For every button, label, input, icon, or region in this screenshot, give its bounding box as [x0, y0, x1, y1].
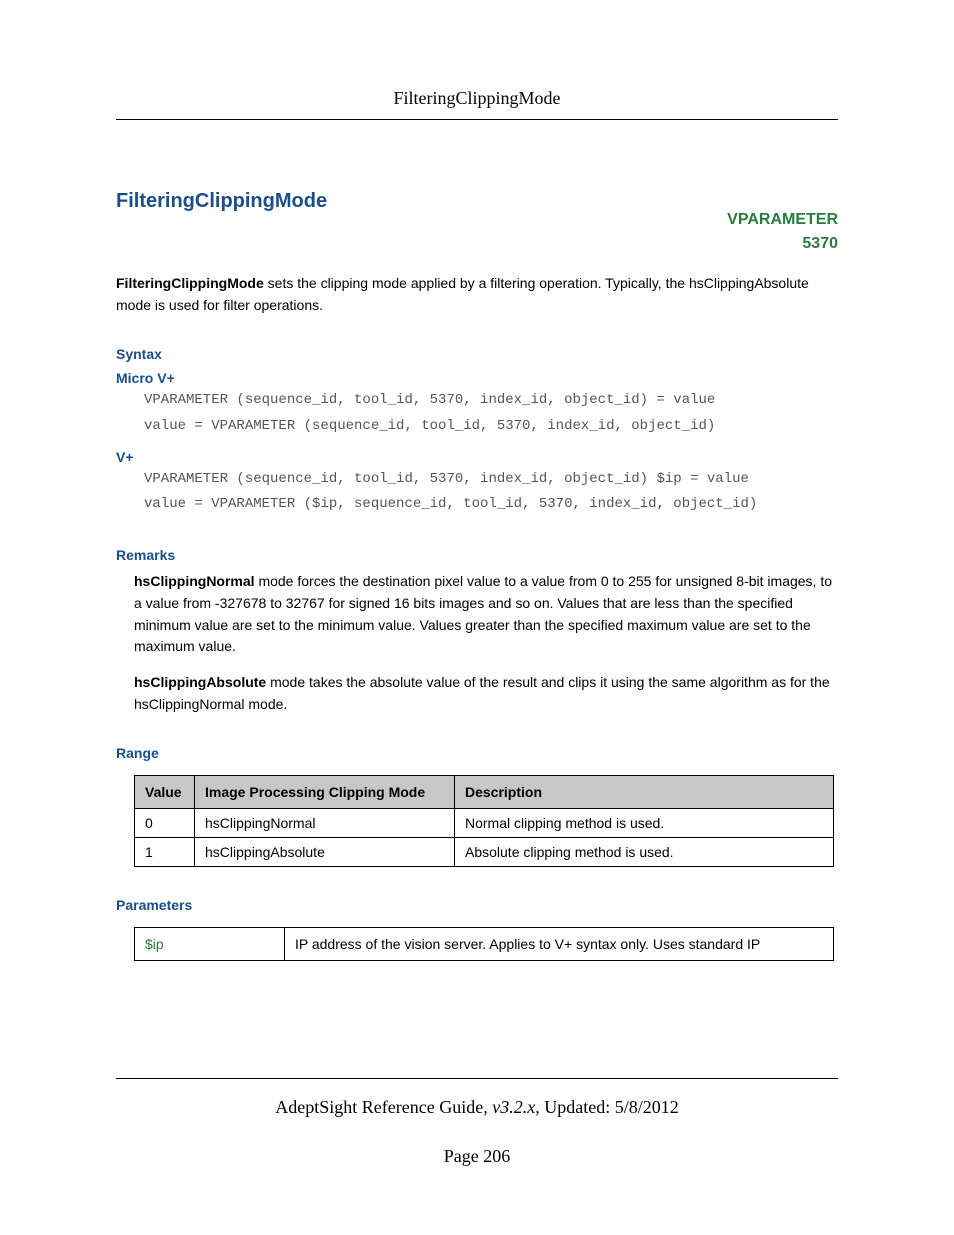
- range-col-1: Image Processing Clipping Mode: [195, 776, 455, 809]
- footer-version: , v3.2.x: [483, 1097, 535, 1117]
- footer-line1: AdeptSight Reference Guide, v3.2.x, Upda…: [116, 1097, 838, 1118]
- vparameter-badge: VPARAMETER 5370: [727, 208, 838, 256]
- param-name: $ip: [135, 928, 285, 961]
- parameters-table: $ip IP address of the vision server. App…: [134, 927, 834, 961]
- range-col-0: Value: [135, 776, 195, 809]
- range-col-2: Description: [455, 776, 834, 809]
- vparameter-label: VPARAMETER: [727, 208, 838, 232]
- vplus-label: V+: [116, 449, 838, 465]
- footer-guide: AdeptSight Reference Guide: [275, 1097, 483, 1117]
- range-cell: Normal clipping method is used.: [455, 809, 834, 838]
- remarks-heading: Remarks: [116, 547, 838, 563]
- range-row: 1 hsClippingAbsolute Absolute clipping m…: [135, 838, 834, 867]
- range-cell: hsClippingAbsolute: [195, 838, 455, 867]
- footer-updated: , Updated: 5/8/2012: [535, 1097, 678, 1117]
- remarks-p2: hsClippingAbsolute mode takes the absolu…: [134, 672, 838, 715]
- footer-page: Page 206: [116, 1146, 838, 1167]
- param-desc: IP address of the vision server. Applies…: [285, 928, 834, 961]
- range-cell: 1: [135, 838, 195, 867]
- micro-vplus-label: Micro V+: [116, 370, 838, 386]
- range-cell: Absolute clipping method is used.: [455, 838, 834, 867]
- running-header: FilteringClippingMode: [116, 88, 838, 120]
- remarks-p1: hsClippingNormal mode forces the destina…: [134, 571, 838, 658]
- syntax-heading: Syntax: [116, 346, 838, 362]
- page-content: FilteringClippingMode FilteringClippingM…: [0, 0, 954, 961]
- range-row: 0 hsClippingNormal Normal clipping metho…: [135, 809, 834, 838]
- intro-paragraph: FilteringClippingMode sets the clipping …: [116, 273, 838, 316]
- vplus-code: VPARAMETER (sequence_id, tool_id, 5370, …: [144, 467, 838, 517]
- range-cell: hsClippingNormal: [195, 809, 455, 838]
- intro-bold: FilteringClippingMode: [116, 275, 264, 291]
- param-row: $ip IP address of the vision server. App…: [135, 928, 834, 961]
- range-cell: 0: [135, 809, 195, 838]
- remarks-p2-bold: hsClippingAbsolute: [134, 674, 266, 690]
- remarks-p1-bold: hsClippingNormal: [134, 573, 255, 589]
- range-table: Value Image Processing Clipping Mode Des…: [134, 775, 834, 867]
- vparameter-code: 5370: [727, 232, 838, 256]
- range-heading: Range: [116, 745, 838, 761]
- range-header-row: Value Image Processing Clipping Mode Des…: [135, 776, 834, 809]
- page-footer: AdeptSight Reference Guide, v3.2.x, Upda…: [116, 1078, 838, 1167]
- parameters-heading: Parameters: [116, 897, 838, 913]
- title-row: FilteringClippingMode VPARAMETER 5370: [116, 190, 838, 213]
- micro-vplus-code: VPARAMETER (sequence_id, tool_id, 5370, …: [144, 388, 838, 438]
